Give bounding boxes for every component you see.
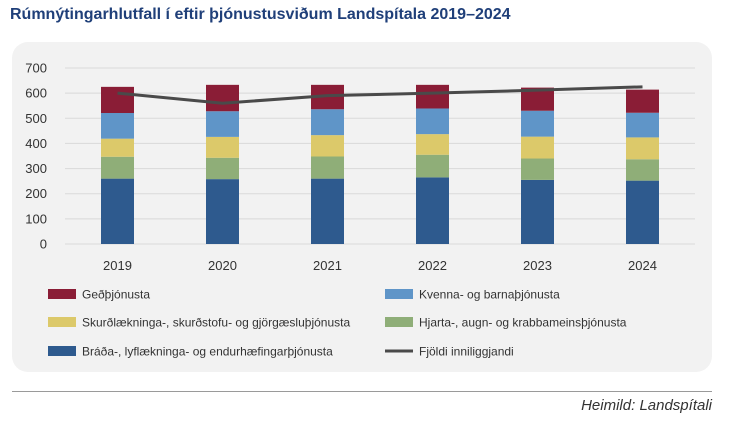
y-tick-label: 100 — [25, 211, 47, 226]
y-axis: 0 100 200 300 400 500 600 700 — [25, 61, 47, 252]
bar-stacks — [101, 84, 659, 244]
bar-segment — [206, 157, 239, 180]
bar-segment — [626, 89, 659, 113]
legend: Geðþjónusta Kvenna- og barnaþjónusta Skurð… — [48, 288, 627, 359]
bar-segment — [416, 134, 449, 155]
bar-segment — [311, 135, 344, 157]
divider — [12, 391, 712, 392]
legend-swatch — [385, 289, 413, 299]
x-tick-label: 2021 — [313, 258, 342, 273]
x-tick-label: 2024 — [628, 258, 657, 273]
bar-segment — [206, 84, 239, 112]
bar-segment — [311, 178, 344, 244]
line-series — [117, 85, 643, 105]
bar-segment — [101, 156, 134, 179]
bar-segment — [521, 179, 554, 244]
legend-label: Kvenna- og barnaþjónusta — [419, 288, 560, 302]
bar-segment — [206, 179, 239, 244]
legend-label: Skurðlækninga-, skurðstofu- og gjörgæslu… — [82, 316, 350, 330]
legend-swatch — [48, 289, 76, 299]
bar-segment — [101, 178, 134, 244]
legend-label: Hjarta-, augn- og krabbameinsþjónusta — [419, 316, 627, 330]
y-tick-label: 200 — [25, 186, 47, 201]
bar-segment — [521, 136, 554, 159]
bar-segment — [626, 137, 659, 160]
x-tick-label: 2022 — [418, 258, 447, 273]
y-tick-label: 600 — [25, 86, 47, 101]
bar-segment — [206, 136, 239, 158]
bar-segment — [626, 159, 659, 181]
bar-segment — [521, 110, 554, 137]
legend-swatch — [48, 317, 76, 327]
bar-segment — [416, 154, 449, 178]
y-tick-label: 500 — [25, 111, 47, 126]
bar-segment — [416, 177, 449, 244]
legend-swatch — [48, 346, 76, 356]
bar-segment — [206, 111, 239, 137]
legend-label: Bráða-, lyflækninga- og endurhæfingarþjó… — [82, 345, 333, 359]
bar-segment — [311, 109, 344, 136]
bar-segment — [521, 87, 554, 111]
source-note: Heimild: Landspítali — [581, 397, 712, 414]
line-path — [117, 85, 643, 105]
bar-segment — [101, 138, 134, 157]
x-axis: 2019 2020 2021 2022 2023 2024 — [103, 258, 657, 273]
bar-segment — [626, 180, 659, 244]
y-tick-label: 300 — [25, 161, 47, 176]
bar-segment — [311, 156, 344, 179]
legend-swatch — [385, 317, 413, 327]
x-tick-label: 2020 — [208, 258, 237, 273]
bar-segment — [416, 108, 449, 135]
bar-segment — [101, 86, 134, 114]
y-tick-label: 400 — [25, 136, 47, 151]
legend-label: Fjöldi inniliggjandi — [419, 345, 514, 359]
y-tick-label: 700 — [25, 61, 47, 76]
bar-segment — [626, 112, 659, 138]
bar-segment — [416, 84, 449, 109]
bar-segment — [101, 113, 134, 139]
x-tick-label: 2023 — [523, 258, 552, 273]
x-tick-label: 2019 — [103, 258, 132, 273]
legend-label: Geðþjónusta — [82, 288, 150, 302]
bar-segment — [521, 158, 554, 180]
chart-title: Rúmnýtingarhlutfall í eftir þjónustusvið… — [10, 6, 511, 23]
y-tick-label: 0 — [40, 237, 47, 252]
